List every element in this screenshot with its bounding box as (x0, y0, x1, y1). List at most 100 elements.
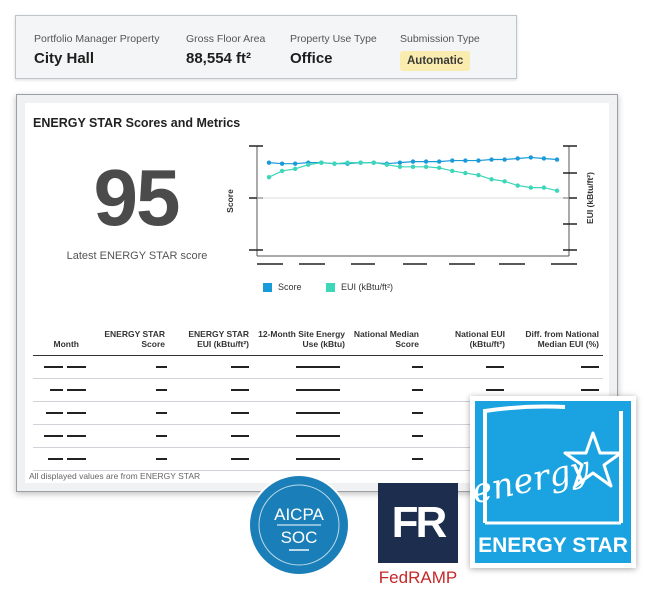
placeholder-value (48, 458, 63, 460)
data-point (345, 160, 350, 165)
placeholder-value (67, 366, 86, 368)
y-axis-left-label: Score (225, 189, 235, 213)
placeholder-value (155, 435, 167, 437)
footnote: All displayed values are from ENERGY STA… (29, 471, 201, 481)
energy-star-arc (483, 404, 566, 523)
data-point (489, 177, 494, 182)
data-point (476, 172, 481, 178)
y-axis-left: Score (225, 145, 263, 256)
legend-item-eui: EUI (kBtu/ft²) (326, 282, 393, 292)
aicpa-small-text (289, 549, 309, 551)
fedramp-mark: FR (378, 483, 458, 563)
fedramp-logo: FR FedRAMP (378, 483, 458, 588)
table-row (33, 379, 603, 402)
col-header-month: Month (53, 339, 80, 350)
placeholder-value (411, 435, 423, 437)
field-label: Property Use Type (290, 33, 377, 45)
fedramp-text: FedRAMP (378, 568, 458, 587)
placeholder-value (296, 389, 340, 391)
placeholder-value (411, 458, 423, 460)
placeholder-value (67, 389, 86, 391)
placeholder-value (486, 366, 504, 368)
data-point (332, 161, 337, 166)
placeholder-value (411, 412, 423, 414)
field-property-use-type: Property Use Type Office (290, 33, 377, 67)
data-point (450, 168, 455, 174)
placeholder-value (44, 435, 63, 437)
field-gross-floor-area: Gross Floor Area 88,554 ft² (186, 33, 265, 67)
table-row (33, 356, 603, 379)
aicpa-line1: AICPA (274, 505, 324, 524)
data-point (541, 185, 547, 190)
data-point (554, 188, 560, 193)
field-label: Submission Type (400, 33, 480, 45)
col-header-national-median-score: National Median Score (353, 328, 419, 350)
energy-star-logo-panel: energy ENERGY STAR (475, 401, 631, 563)
placeholder-value (67, 458, 86, 460)
col-header-diff-eui: Diff. from National Median EUI (%) (525, 328, 599, 350)
legend-label: Score (278, 282, 302, 292)
placeholder-value (581, 389, 599, 391)
aicpa-soc-logo: AICPA SOC (248, 474, 350, 576)
placeholder-value (155, 458, 167, 460)
energy-star-label: ENERGY STAR (478, 534, 628, 557)
data-point (266, 160, 272, 165)
data-point (463, 158, 468, 163)
placeholder-value (44, 366, 63, 368)
field-label: Portfolio Manager Property (34, 33, 160, 45)
data-point (279, 168, 285, 174)
placeholder-value (411, 366, 423, 368)
data-point (436, 165, 442, 171)
field-value: Office (290, 50, 333, 67)
placeholder-value (296, 435, 340, 437)
data-point (476, 158, 481, 163)
data-point (423, 164, 429, 169)
legend-item-score: Score (263, 282, 302, 292)
data-point (489, 157, 494, 162)
data-point (292, 166, 298, 172)
aicpa-inner-ring (258, 484, 340, 566)
placeholder-value (486, 389, 504, 391)
data-point (515, 183, 520, 188)
series-layer (266, 155, 560, 193)
col-header-eui: ENERGY STAR EUI (kBtu/ft²) (188, 328, 249, 350)
table-header: Month ENERGY STAR Score ENERGY STAR EUI … (33, 323, 603, 356)
placeholder-value (67, 435, 86, 437)
energy-wordmark: energy (475, 448, 594, 512)
data-point (450, 158, 455, 163)
data-point (423, 159, 429, 164)
aicpa-line2: SOC (281, 528, 318, 547)
placeholder-value (231, 412, 249, 414)
property-summary-card: Portfolio Manager Property City Hall Gro… (15, 15, 517, 79)
panel-title: ENERGY STAR Scores and Metrics (33, 116, 241, 130)
data-point (410, 159, 416, 164)
placeholder-value (296, 412, 340, 414)
placeholder-value (50, 389, 63, 391)
score-eui-chart: Score EUI (kBtu/ft²) (225, 145, 595, 265)
energy-star-logo: energy ENERGY STAR (470, 396, 636, 568)
data-point (358, 160, 363, 165)
star-icon (563, 431, 623, 488)
y-axis-right-label: EUI (kBtu/ft²) (585, 172, 595, 224)
data-point (397, 164, 403, 169)
placeholder-value (296, 366, 340, 368)
chart-legend: Score EUI (kBtu/ft²) (263, 282, 415, 294)
energy-star-metrics-panel: ENERGY STAR Scores and Metrics 95 Latest… (16, 94, 618, 492)
col-header-site-energy: 12-Month Site Energy Use (kBtu) (258, 328, 345, 350)
field-value: 88,554 ft² (186, 50, 252, 67)
data-point (410, 164, 416, 169)
placeholder-value (231, 389, 249, 391)
placeholder-value (581, 366, 599, 368)
legend-swatch (326, 282, 336, 292)
data-point (371, 160, 376, 165)
data-point (515, 156, 520, 161)
legend-label: EUI (kBtu/ft²) (341, 282, 394, 292)
y-axis-right: EUI (kBtu/ft²) (563, 145, 595, 256)
data-point (266, 175, 272, 180)
placeholder-value (155, 389, 167, 391)
placeholder-value (155, 366, 167, 368)
placeholder-value (231, 458, 249, 460)
data-point (554, 157, 560, 162)
data-point (319, 160, 324, 165)
placeholder-value (155, 412, 167, 414)
